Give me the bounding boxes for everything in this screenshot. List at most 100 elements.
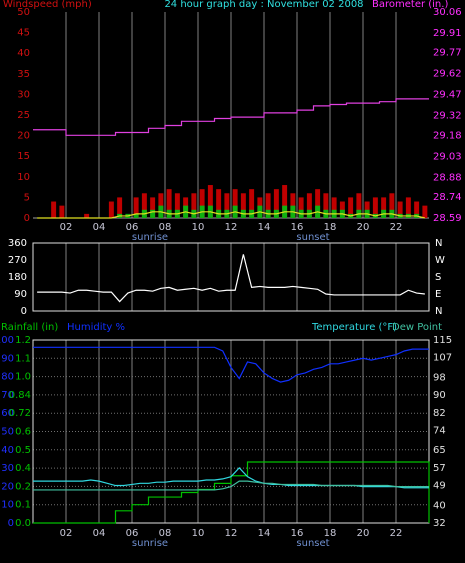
wind-bar: [331, 197, 337, 218]
y2-tick-label: 98: [433, 372, 446, 383]
y2-tick-label: 29.77: [433, 48, 462, 59]
wind-bar: [356, 193, 362, 218]
y-tick-label: 40: [17, 48, 30, 59]
x-tick-label: 08: [159, 222, 172, 233]
series-line: [33, 461, 430, 524]
series-line: [33, 467, 429, 489]
wind-bar: [141, 193, 147, 218]
y-tick-label: 45: [17, 28, 30, 39]
wind-bar: [51, 201, 57, 218]
y-tick-label: 50: [17, 7, 30, 18]
y3-tick-label: 0: [8, 518, 14, 529]
wind-bar: [150, 197, 156, 218]
y2-tick-label: N: [435, 238, 442, 249]
y2-tick-label: 74: [433, 425, 446, 436]
wind-bar: [282, 185, 288, 218]
y2-tick-label: 57: [433, 463, 446, 474]
x-tick-label: 14: [258, 528, 271, 539]
series-line: [37, 211, 426, 219]
x-tick-label: 12: [225, 222, 238, 233]
x-tick-label: 12: [225, 528, 238, 539]
wind-bar: [315, 189, 321, 218]
wind-bar: [84, 213, 90, 218]
x-tick-label: 18: [324, 528, 337, 539]
x-tick-label: 18: [324, 222, 337, 233]
plot-frame: [32, 339, 430, 524]
wind-bar: [232, 189, 238, 218]
series-line: [33, 346, 429, 383]
wind-bar: [323, 193, 329, 218]
y-tick-label: 15: [17, 151, 30, 162]
y2-tick-label: E: [435, 289, 441, 300]
series-line: [33, 480, 429, 491]
y-tick-label: 30: [17, 89, 30, 100]
wind-bar: [207, 185, 213, 218]
annotation: sunrise: [132, 538, 168, 549]
wind-bar: [414, 201, 420, 218]
x-tick-label: 14: [258, 222, 271, 233]
x-tick-label: 20: [357, 222, 370, 233]
y-tick-label: 0.0: [15, 518, 31, 529]
wind-bar: [306, 193, 312, 218]
y-tick-label: 180: [8, 272, 27, 283]
y2-tick-label: 29.03: [433, 151, 462, 162]
x-tick-label: 06: [126, 528, 139, 539]
y2-tick-label: 29.91: [433, 28, 462, 39]
y2-tick-label: 29.18: [433, 130, 462, 141]
x-tick-label: 02: [60, 222, 73, 233]
y-tick-label: 10: [17, 172, 30, 183]
y2-tick-label: N: [435, 306, 442, 317]
y-tick-label: 1.0: [15, 372, 31, 383]
y2-tick-label: S: [435, 272, 441, 283]
wind-bar: [298, 197, 304, 218]
y3-tick-label: 60: [1, 408, 14, 419]
wind-bar: [273, 189, 279, 218]
wind-bar: [133, 213, 139, 218]
x-tick-label: 22: [390, 528, 403, 539]
x-tick-label: 04: [93, 222, 106, 233]
x-tick-label: 10: [192, 222, 205, 233]
wind-bar: [422, 205, 428, 218]
series-line: [37, 254, 425, 303]
wind-bar: [108, 201, 114, 218]
wind-bar: [216, 189, 222, 218]
y-tick-label: 1.1: [15, 353, 31, 364]
legend-label: Dew Point: [392, 322, 442, 333]
wind-bar: [389, 193, 395, 218]
y-tick-label: 0.1: [15, 500, 31, 511]
y2-tick-label: 28.88: [433, 172, 462, 183]
y-tick-label: 0.84: [9, 390, 31, 401]
y2-tick-label: 90: [433, 390, 446, 401]
y-tick-label: 20: [17, 131, 30, 142]
wind-bar: [133, 197, 139, 218]
x-tick-label: 16: [291, 222, 304, 233]
annotation: sunset: [296, 232, 329, 243]
y2-tick-label: 29.47: [433, 90, 462, 101]
x-tick-label: 22: [390, 222, 403, 233]
annotation: sunset: [296, 538, 329, 549]
y-tick-label: 0.5: [15, 445, 31, 456]
y3-tick-label: 90: [1, 353, 14, 364]
y2-tick-label: 49: [433, 481, 446, 492]
wind-bar: [174, 193, 180, 218]
y2-tick-label: 82: [433, 408, 446, 419]
y2-tick-label: 29.32: [433, 111, 462, 122]
y3-tick-label: 40: [1, 445, 14, 456]
annotation: sunrise: [132, 232, 168, 243]
legend-label: Humidity %: [67, 322, 125, 333]
wind-bar: [240, 193, 246, 218]
legend-label: Rainfall (in): [1, 322, 58, 333]
y2-tick-label: 30.06: [433, 7, 462, 18]
wind-bar: [348, 197, 354, 218]
wind-bar: [249, 189, 255, 218]
y-tick-label: 0.72: [9, 408, 31, 419]
y-tick-label: 0: [21, 306, 27, 317]
y-tick-label: 360: [8, 238, 27, 249]
y2-tick-label: W: [435, 255, 445, 266]
wind-bar: [150, 209, 156, 218]
y-tick-label: 0.2: [15, 481, 31, 492]
y-tick-label: 25: [17, 110, 30, 121]
y3-tick-label: 70: [1, 390, 14, 401]
x-tick-label: 10: [192, 528, 205, 539]
y-tick-label: 0.6: [15, 427, 31, 438]
